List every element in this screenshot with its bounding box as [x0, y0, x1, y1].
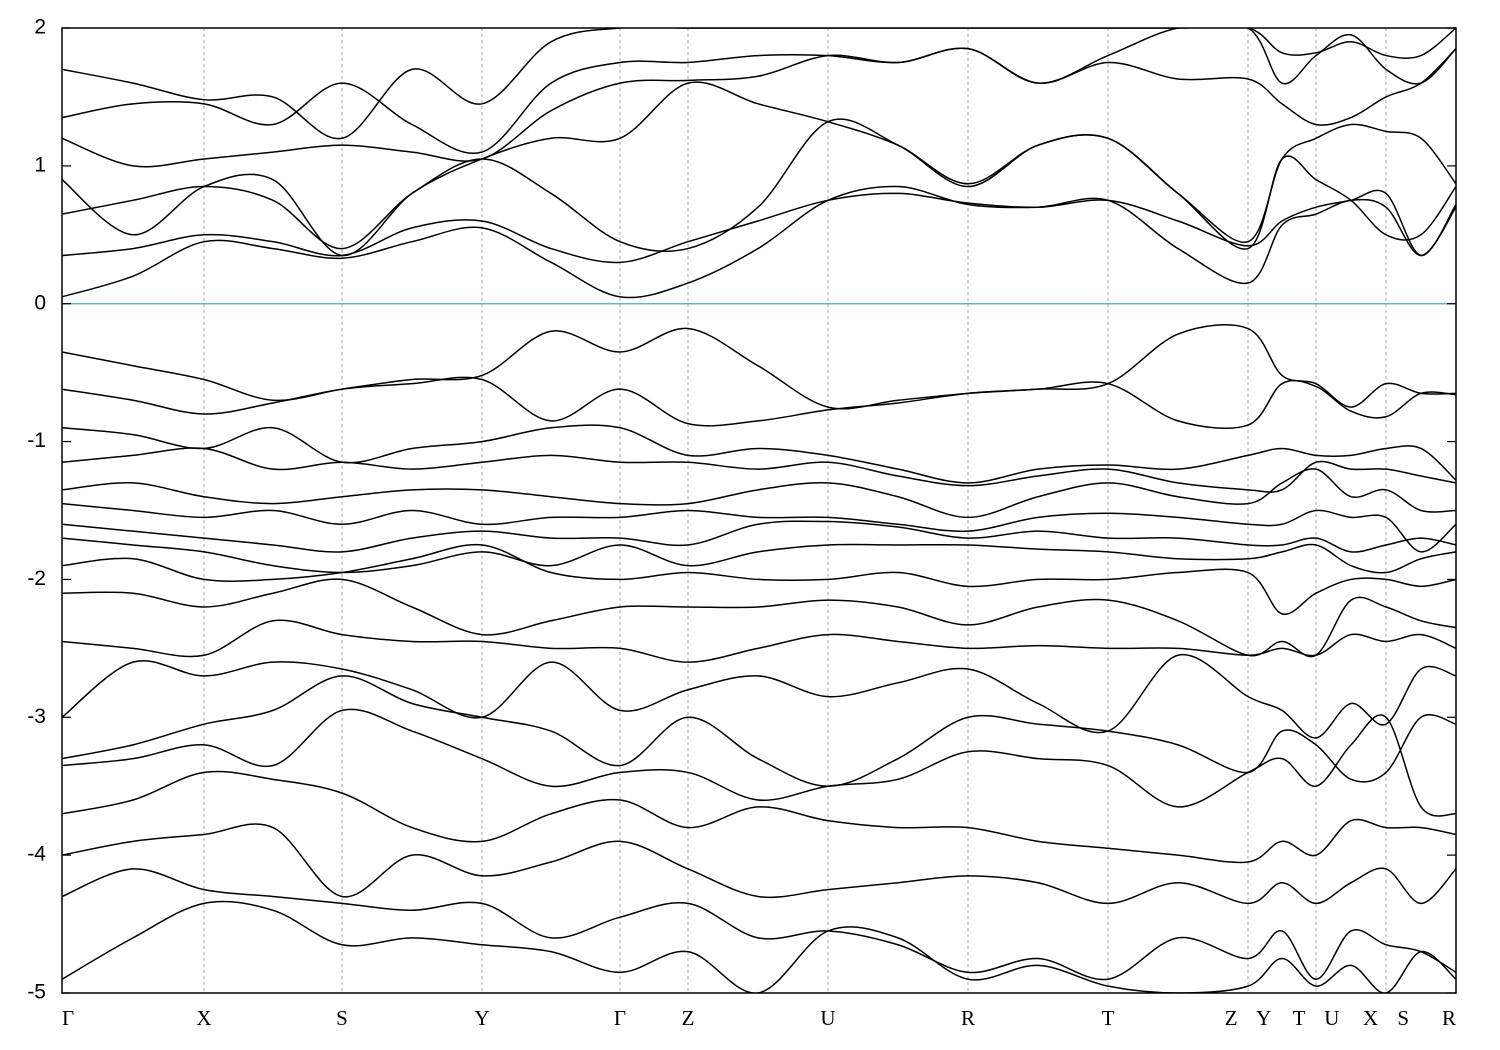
- x-tick-label: Γ: [62, 1006, 74, 1030]
- x-tick-label: X S: [1363, 1006, 1409, 1030]
- x-tick-label: T: [1102, 1006, 1115, 1030]
- band-line: [62, 324, 1456, 410]
- plot-frame: [61, 27, 1457, 994]
- band-line: [62, 189, 1456, 264]
- band-line: [62, 900, 1456, 993]
- band-line: [62, 770, 1456, 864]
- band-line: [62, 654, 1456, 739]
- band-line: [62, 578, 1456, 658]
- band-line: [62, 502, 1456, 553]
- band-line: [62, 543, 1456, 615]
- band-line: [62, 868, 1456, 981]
- band-line: [62, 28, 1456, 140]
- y-tick-label: -1: [27, 429, 46, 452]
- y-tick-label: -3: [27, 705, 46, 728]
- x-tick-label: Γ: [614, 1006, 626, 1030]
- band-line: [62, 424, 1456, 484]
- y-tick-label: 1: [34, 153, 46, 176]
- x-tick-label: T U: [1293, 1006, 1340, 1030]
- y-tick-label: 2: [34, 16, 46, 39]
- x-tick-label: U: [820, 1006, 835, 1030]
- band-line: [62, 28, 1456, 155]
- band-line: [62, 537, 1456, 574]
- band-line: [62, 520, 1456, 553]
- band-line: [62, 185, 1456, 299]
- band-line: [62, 47, 1456, 168]
- y-tick-label: -2: [27, 567, 46, 590]
- x-tick-label: S: [336, 1006, 348, 1030]
- x-tick-label: R: [1442, 1006, 1456, 1030]
- labels-layer: -5 -4 -3 -2 -1 0 1 2 Γ X S Y Γ Z U R T Z Y T U X S R: [27, 16, 1456, 1030]
- y-tick-label: -5: [27, 981, 46, 1004]
- bands-layer: [62, 28, 1456, 993]
- x-tick-label: R: [961, 1006, 975, 1030]
- y-tick-label: 0: [34, 291, 46, 314]
- band-line: [62, 118, 1456, 253]
- band-line: [62, 708, 1456, 817]
- band-line: [62, 468, 1456, 519]
- x-tick-label: X: [196, 1006, 211, 1030]
- band-line: [62, 447, 1456, 493]
- x-tick-label: Z Y: [1225, 1006, 1271, 1030]
- x-tick-label: Z: [682, 1006, 695, 1030]
- band-line: [62, 376, 1456, 429]
- x-tick-label: Y: [474, 1006, 489, 1030]
- band-line: [62, 823, 1456, 905]
- band-line: [62, 675, 1456, 787]
- band-line: [62, 81, 1456, 257]
- band-line: [62, 619, 1456, 663]
- y-tick-label: -4: [27, 843, 46, 866]
